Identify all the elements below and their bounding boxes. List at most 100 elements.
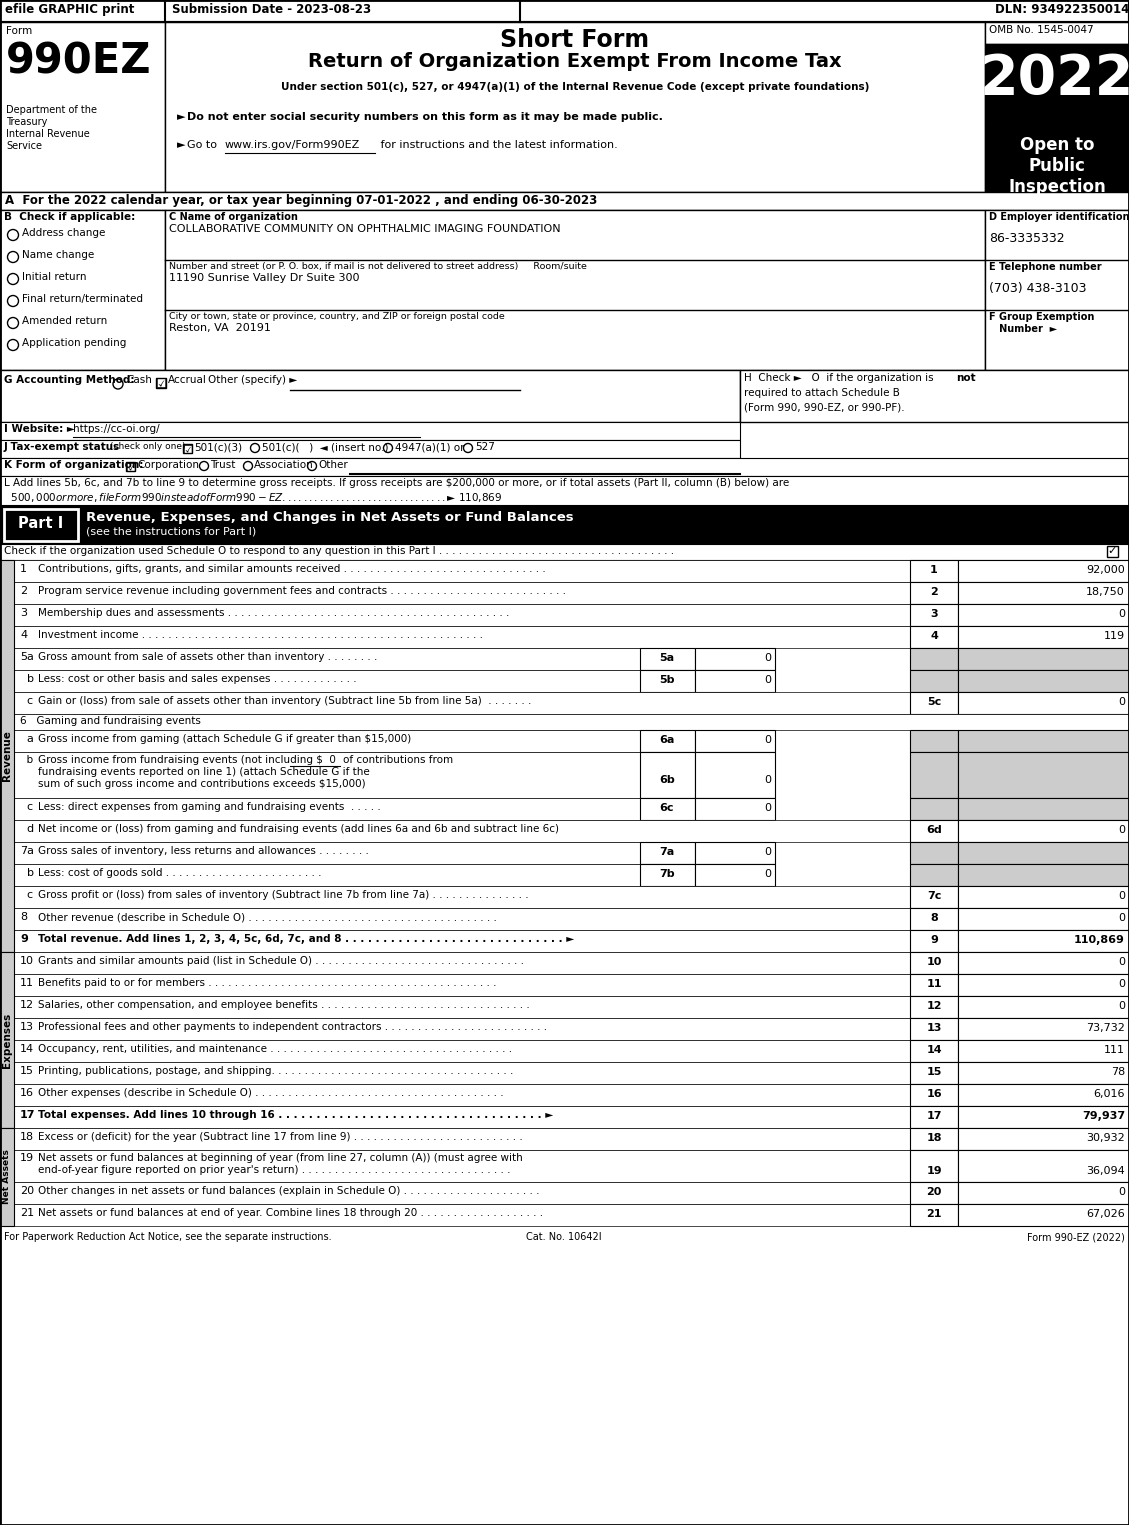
Bar [0,952,14,1128]
Text: c: c [20,891,33,900]
Text: 19: 19 [926,1167,942,1176]
Bar [959,648,1129,669]
Text: 0: 0 [764,869,771,878]
Bar [910,1205,959,1226]
Bar [984,21,1129,44]
Bar [0,798,640,820]
Text: 92,000: 92,000 [1086,564,1124,575]
Text: Gross income from fundraising events (not including $  0: Gross income from fundraising events (no… [38,755,335,766]
Text: 501(c)(   )  ◄ (insert no.): 501(c)( ) ◄ (insert no.) [262,442,388,451]
Bar [0,560,910,583]
Text: ☑: ☑ [183,444,193,458]
Bar [695,752,774,798]
Bar [0,21,165,192]
Text: Application pending: Application pending [21,339,126,348]
Text: Address change: Address change [21,229,105,238]
Text: G Accounting Method:: G Accounting Method: [5,375,134,384]
Text: 9: 9 [930,935,938,945]
Bar [0,441,739,458]
Bar [0,648,640,669]
Bar [0,820,910,842]
Text: sum of such gross income and contributions exceeds $15,000): sum of such gross income and contributio… [38,779,366,788]
Text: Short Form: Short Form [500,27,649,52]
Text: 3: 3 [20,608,27,618]
Bar [959,842,1129,865]
Text: Net income or (loss) from gaming and fundraising events (add lines 6a and 6b and: Net income or (loss) from gaming and fun… [38,824,559,834]
Bar [910,669,959,692]
Bar [695,798,774,820]
Bar [959,865,1129,886]
Bar [959,1061,1129,1084]
Text: 6,016: 6,016 [1094,1089,1124,1100]
Bar [0,930,910,952]
Text: 12: 12 [926,1000,942,1011]
Bar [910,1019,959,1040]
Text: Net assets or fund balances at beginning of year (from line 27, column (A)) (mus: Net assets or fund balances at beginning… [38,1153,523,1164]
Bar [984,124,1129,192]
Bar [959,820,1129,842]
Bar [0,907,910,930]
Text: 16: 16 [926,1089,942,1100]
Bar [910,886,959,907]
Text: 0: 0 [764,846,771,857]
Text: 0: 0 [764,804,771,813]
Text: 0: 0 [1118,913,1124,923]
Text: Service: Service [6,140,42,151]
Bar [695,865,774,886]
Bar [959,907,1129,930]
Text: Department of the: Department of the [6,105,97,114]
Bar [0,865,640,886]
Text: 0: 0 [1118,891,1124,901]
Text: K Form of organization:: K Form of organization: [5,461,143,470]
Text: 16: 16 [20,1087,34,1098]
Text: Contributions, gifts, grants, and similar amounts received . . . . . . . . . . .: Contributions, gifts, grants, and simila… [38,564,545,573]
Text: Return of Organization Exempt From Income Tax: Return of Organization Exempt From Incom… [308,52,842,72]
Text: not: not [956,374,975,383]
Bar [910,952,959,974]
Text: Net assets or fund balances at end of year. Combine lines 18 through 20 . . . . : Net assets or fund balances at end of ye… [38,1208,543,1218]
Text: Form 990-EZ (2022): Form 990-EZ (2022) [1027,1232,1124,1241]
Text: Other revenue (describe in Schedule O) . . . . . . . . . . . . . . . . . . . . .: Other revenue (describe in Schedule O) .… [38,912,497,923]
Bar [183,444,192,453]
Text: 4947(a)(1) or: 4947(a)(1) or [395,442,464,451]
Text: 13: 13 [20,1022,34,1032]
Bar [910,1040,959,1061]
Text: Do not enter social security numbers on this form as it may be made public.: Do not enter social security numbers on … [187,111,663,122]
Text: 5a: 5a [659,653,674,663]
Text: required to attach Schedule B: required to attach Schedule B [744,387,900,398]
Text: COLLABORATIVE COMMUNITY ON OPHTHALMIC IMAGING FOUNDATION: COLLABORATIVE COMMUNITY ON OPHTHALMIC IM… [169,224,561,233]
Text: Salaries, other compensation, and employee benefits . . . . . . . . . . . . . . : Salaries, other compensation, and employ… [38,1000,530,1010]
Bar [640,798,695,820]
Text: Printing, publications, postage, and shipping. . . . . . . . . . . . . . . . . .: Printing, publications, postage, and shi… [38,1066,514,1077]
Bar [910,1084,959,1106]
Bar [959,1084,1129,1106]
Text: 17: 17 [926,1112,942,1121]
Text: 0: 0 [1118,608,1124,619]
Bar [910,1106,959,1128]
Bar [0,1128,910,1150]
Text: Number  ►: Number ► [989,323,1057,334]
Text: 21: 21 [20,1208,34,1218]
Bar [910,583,959,604]
Text: Form: Form [6,26,33,37]
Text: b: b [20,868,34,878]
Text: Professional fees and other payments to independent contractors . . . . . . . . : Professional fees and other payments to … [38,1022,548,1032]
Bar [1108,546,1118,557]
Text: 15: 15 [20,1066,34,1077]
Text: Other changes in net assets or fund balances (explain in Schedule O) . . . . . .: Other changes in net assets or fund bala… [38,1186,540,1196]
Text: 990EZ: 990EZ [6,40,151,82]
Bar [959,604,1129,625]
Text: Reston, VA  20191: Reston, VA 20191 [169,323,271,332]
Text: B  Check if applicable:: B Check if applicable: [5,212,135,223]
Text: (check only one): (check only one) [110,442,185,451]
Text: 119: 119 [1104,631,1124,640]
Bar [910,996,959,1019]
Text: 20: 20 [926,1186,942,1197]
Bar [0,476,1129,506]
Bar [910,752,959,798]
Bar [910,820,959,842]
Bar [0,842,640,865]
Text: c: c [20,695,33,706]
Text: Other (specify) ►: Other (specify) ► [208,375,297,384]
Bar [0,752,640,798]
